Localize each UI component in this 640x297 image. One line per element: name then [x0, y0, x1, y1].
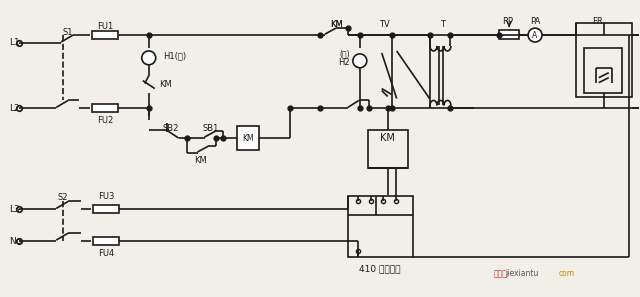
- Text: KM: KM: [243, 134, 254, 143]
- Text: FU2: FU2: [97, 116, 113, 125]
- Text: KM: KM: [380, 133, 395, 143]
- Text: S1: S1: [63, 28, 74, 37]
- Circle shape: [353, 54, 367, 68]
- Text: L2: L2: [10, 104, 20, 113]
- Text: A: A: [532, 31, 538, 40]
- Text: FU1: FU1: [97, 22, 113, 31]
- Text: FU3: FU3: [98, 192, 114, 201]
- Text: 接线图: 接线图: [493, 269, 507, 278]
- Text: SB2: SB2: [163, 124, 179, 133]
- Text: TV: TV: [380, 20, 390, 29]
- Text: 410 型毫秒表: 410 型毫秒表: [360, 264, 401, 273]
- Bar: [92, 105, 118, 112]
- Bar: [499, 30, 519, 39]
- Text: L3: L3: [10, 205, 20, 214]
- Text: FR: FR: [593, 17, 603, 26]
- Circle shape: [142, 51, 156, 65]
- Text: T: T: [440, 20, 445, 29]
- Text: jiexiantu: jiexiantu: [505, 269, 539, 278]
- Bar: [348, 195, 413, 257]
- Bar: [576, 23, 632, 97]
- Text: KM: KM: [194, 157, 207, 165]
- Text: KM: KM: [159, 80, 172, 89]
- Text: S2: S2: [58, 193, 68, 202]
- Text: RP: RP: [502, 17, 513, 26]
- Text: (红): (红): [339, 49, 350, 59]
- Bar: [92, 31, 118, 39]
- Text: SB1: SB1: [202, 124, 219, 133]
- Text: FU4: FU4: [98, 249, 114, 257]
- Text: PA: PA: [530, 17, 540, 26]
- Bar: [93, 206, 119, 213]
- Bar: [237, 126, 259, 150]
- Text: No: No: [10, 237, 22, 246]
- Text: KM: KM: [330, 20, 343, 29]
- Text: KM: KM: [330, 20, 342, 29]
- Bar: [93, 237, 119, 245]
- Text: com: com: [559, 269, 575, 278]
- Bar: [368, 130, 408, 168]
- Circle shape: [528, 28, 542, 42]
- Bar: [584, 48, 621, 93]
- Text: L1: L1: [10, 39, 20, 48]
- Text: H2: H2: [339, 58, 350, 67]
- Text: H1(绿): H1(绿): [163, 51, 186, 60]
